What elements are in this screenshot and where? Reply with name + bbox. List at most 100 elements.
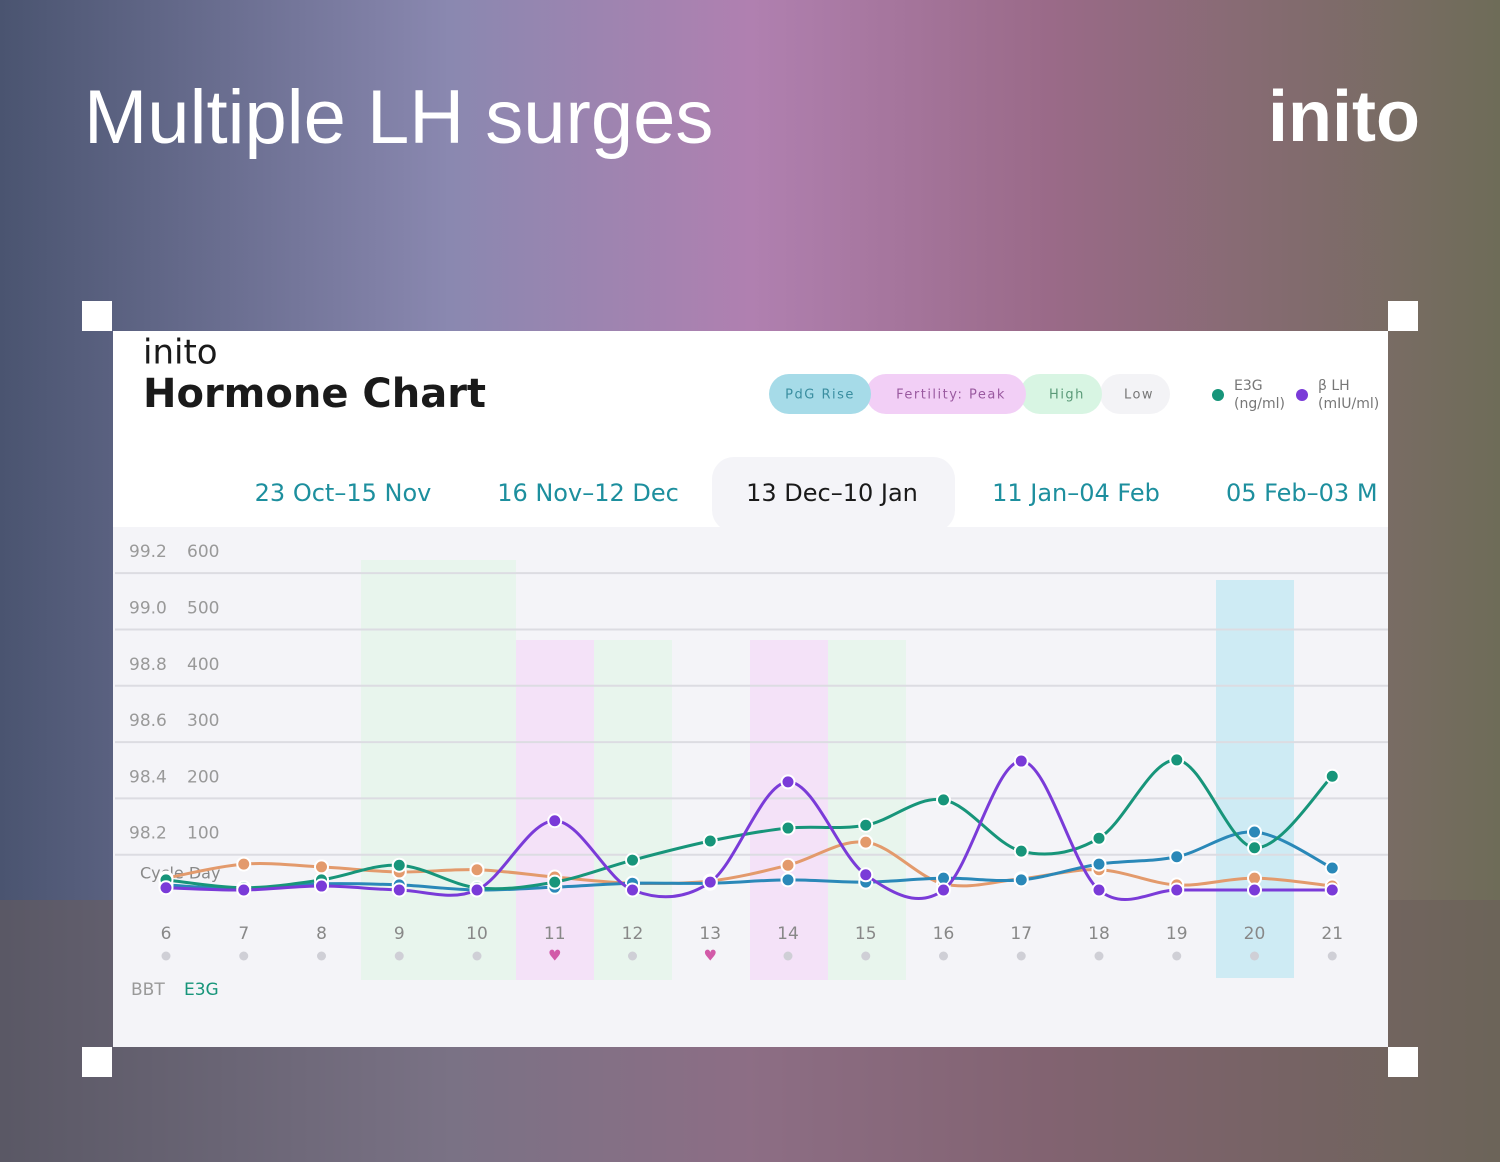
tab[interactable]: 05 Feb–03 M	[1226, 479, 1378, 507]
y2-tick-label: 98.4	[129, 767, 167, 787]
data-point	[236, 882, 252, 898]
x-tick-label: 18	[1088, 924, 1110, 944]
data-point	[314, 878, 329, 894]
legend-label: E3G	[1234, 378, 1263, 394]
handle	[82, 301, 112, 331]
handle	[1388, 301, 1418, 331]
toggle[interactable]: E3G	[184, 980, 219, 1000]
data-point	[1091, 882, 1107, 898]
day-heart: ♥	[548, 947, 561, 965]
y2-tick-label: 98.2	[129, 824, 167, 844]
active-tab[interactable]	[712, 457, 955, 532]
tab[interactable]: 23 Oct–15 Nov	[255, 479, 432, 507]
corner-handles	[82, 301, 1418, 1077]
pill-label: Low	[1124, 388, 1154, 403]
brand-logo: inito	[1268, 77, 1420, 157]
y-tick-label: 600	[187, 542, 219, 562]
x-axis-label: Cycle Day	[140, 864, 220, 883]
phase-band	[361, 560, 516, 980]
day-dot	[394, 951, 404, 961]
tab[interactable]: 13 Dec–10 Jan	[746, 479, 918, 507]
day-dot	[1327, 951, 1337, 961]
legend: E3G (ng/ml) β LH (mIU/ml)	[1212, 378, 1379, 412]
x-tick-label: 13	[699, 924, 721, 944]
x-tick-label: 20	[1244, 924, 1266, 944]
card: inito Hormone Chart PdG Rise Fertility: …	[113, 331, 1388, 1047]
pill-bg	[866, 374, 1026, 414]
data-point	[1169, 882, 1185, 898]
data-point	[1169, 752, 1185, 768]
data-point	[936, 882, 951, 898]
data-point	[1324, 882, 1340, 898]
legend-swatch	[1296, 389, 1308, 401]
y2-tick-label: 98.8	[129, 655, 167, 675]
data-point	[314, 859, 329, 875]
x-tick-label: 15	[855, 924, 877, 944]
data-point	[1247, 824, 1262, 840]
day-dot	[239, 951, 249, 961]
data-point	[1013, 872, 1029, 888]
x-tick-label: 11	[544, 924, 566, 944]
data-point	[547, 874, 563, 890]
x-tick-label: 14	[777, 924, 799, 944]
y-tick-label: 100	[187, 824, 219, 844]
data-point	[1324, 768, 1340, 784]
x-tick-label: 6	[161, 924, 172, 944]
series-line	[165, 830, 1333, 892]
phase-band	[750, 640, 828, 980]
data-point	[236, 856, 252, 872]
legend-unit: (ng/ml)	[1234, 396, 1285, 412]
day-dot	[628, 951, 637, 961]
y-tick-label: 200	[187, 767, 219, 787]
day-heart: ♥	[704, 947, 717, 965]
data-point	[391, 882, 407, 898]
x-tick-label: 21	[1321, 924, 1343, 944]
day-dot	[1250, 951, 1259, 961]
data-point	[780, 872, 796, 888]
data-point	[780, 857, 796, 873]
day-dot	[1016, 951, 1026, 961]
data-point	[547, 813, 563, 829]
pill-bg	[769, 374, 871, 414]
data-point	[780, 774, 796, 790]
legend-unit: (mIU/ml)	[1318, 396, 1379, 412]
data-point	[1013, 843, 1029, 859]
x-tick-label: 17	[1010, 924, 1032, 944]
tab[interactable]: 11 Jan–04 Feb	[992, 479, 1160, 507]
data-point	[1091, 830, 1107, 846]
data-point	[936, 792, 951, 808]
handle	[82, 1047, 112, 1077]
x-tick-label: 10	[466, 924, 488, 944]
pill-label: PdG Rise	[785, 388, 855, 403]
headline: Multiple LH surges	[84, 75, 713, 160]
toggle[interactable]: BBT	[131, 980, 165, 1000]
data-point	[625, 852, 640, 868]
data-point	[1324, 860, 1340, 876]
day-dot	[1172, 951, 1182, 961]
y-tick-label: 500	[187, 598, 219, 618]
phase-band	[516, 640, 594, 980]
data-point	[469, 862, 485, 878]
data-point	[858, 867, 874, 883]
day-dot	[939, 951, 948, 961]
y-tick-label: 300	[187, 711, 219, 731]
tab[interactable]: 16 Nov–12 Dec	[497, 479, 679, 507]
legend-swatch	[1212, 389, 1224, 401]
card-title: Hormone Chart	[143, 371, 486, 417]
data-point	[1247, 882, 1262, 898]
x-tick-label: 19	[1166, 924, 1188, 944]
data-point	[391, 857, 407, 873]
data-point	[858, 834, 874, 850]
pill-bg	[1100, 374, 1170, 414]
x-tick-label: 7	[238, 924, 249, 944]
y2-tick-label: 98.6	[129, 711, 167, 731]
x-tick-label: 12	[622, 924, 644, 944]
data-point	[469, 882, 485, 898]
day-dot	[783, 951, 793, 961]
y2-tick-label: 99.2	[129, 542, 167, 562]
data-point	[1013, 753, 1029, 769]
legend-label: β LH	[1318, 378, 1350, 394]
data-point	[702, 833, 718, 849]
pill-label: High	[1049, 388, 1085, 403]
